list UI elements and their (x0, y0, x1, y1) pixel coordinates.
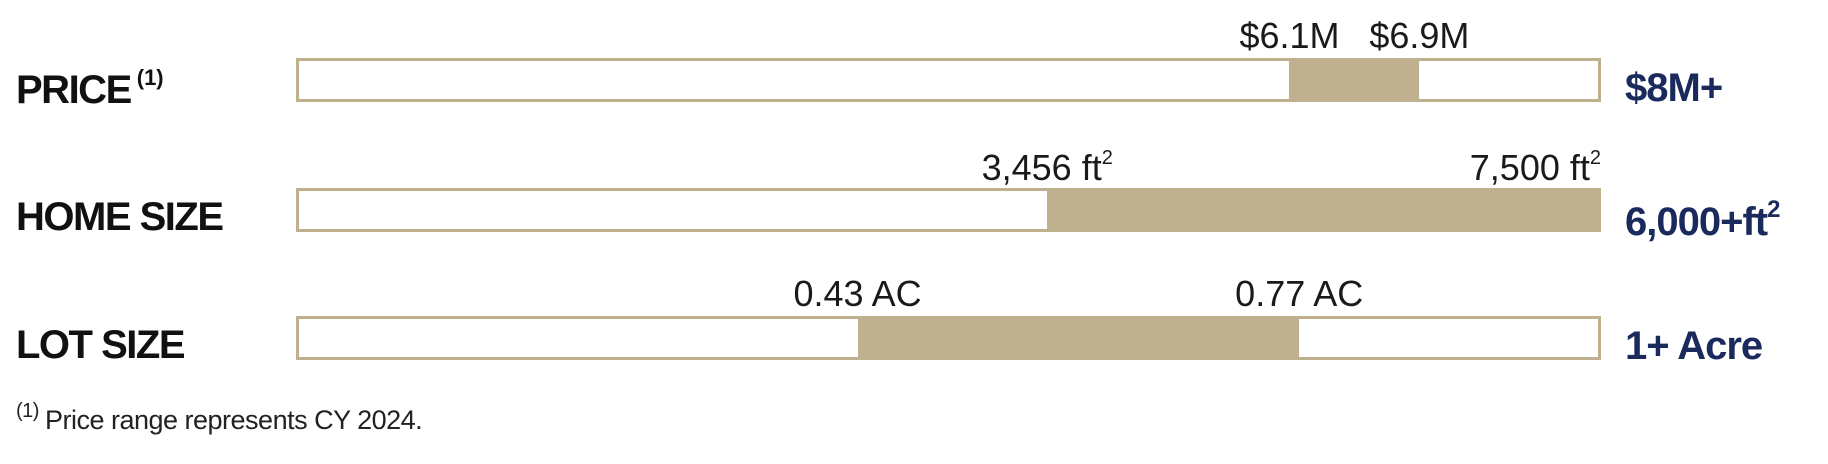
range-row-price: PRICE (1) $6.1M $6.9M $8M+ (0, 12, 1828, 122)
low-value-label-price: $6.1M (1239, 18, 1339, 54)
scale-max-label-home-size-text: 6,000+ft (1625, 200, 1768, 244)
scale-max-label-price: $8M+ (1625, 66, 1723, 110)
high-value-label-lot-size: 0.77 AC (1235, 276, 1363, 312)
scale-max-label-home-size-sup: 2 (1767, 196, 1780, 223)
range-row-home-size: HOME SIZE 3,456 ft2 7,500 ft2 6,000+ft2 (0, 142, 1828, 252)
row-label-lot-size: LOT SIZE (16, 323, 186, 367)
low-value-label-lot-size-text: 0.43 AC (793, 273, 922, 314)
low-value-label-price-text: $6.1M (1239, 15, 1340, 56)
range-fill-home-size (1047, 191, 1598, 229)
range-track-home-size (296, 188, 1601, 232)
range-track-price (296, 58, 1601, 102)
row-label-lot-size-text: LOT SIZE (16, 323, 186, 367)
high-value-label-price-text: $6.9M (1369, 15, 1470, 56)
high-value-label-price: $6.9M (1369, 18, 1469, 54)
footnote-text: Price range represents CY 2024. (44, 405, 423, 435)
row-label-price-sup: (1) (136, 65, 164, 90)
high-value-label-lot-size-text: 0.77 AC (1235, 273, 1364, 314)
scale-max-label-home-size: 6,000+ft2 (1625, 196, 1780, 244)
range-fill-lot-size (857, 319, 1300, 357)
row-label-home-size: HOME SIZE (16, 195, 224, 239)
low-value-label-home-size: 3,456 ft2 (982, 148, 1113, 186)
low-value-label-lot-size: 0.43 AC (794, 276, 922, 312)
scale-max-label-price-text: $8M+ (1625, 66, 1723, 110)
high-value-label-home-size-text: 7,500 ft (1469, 147, 1590, 188)
scale-max-label-lot-size-text: 1+ Acre (1625, 324, 1763, 368)
high-value-label-home-size: 7,500 ft2 (1470, 148, 1601, 186)
footnote: (1) Price range represents CY 2024. (16, 400, 423, 436)
row-label-home-size-text: HOME SIZE (16, 195, 224, 239)
range-row-lot-size: LOT SIZE 0.43 AC 0.77 AC 1+ Acre (0, 270, 1828, 380)
row-label-price: PRICE (1) (16, 65, 164, 112)
high-value-label-home-size-sup: 2 (1589, 147, 1601, 169)
low-value-label-home-size-sup: 2 (1101, 147, 1113, 169)
range-track-lot-size (296, 316, 1601, 360)
low-value-label-home-size-text: 3,456 ft (981, 147, 1102, 188)
row-label-price-text: PRICE (16, 68, 132, 112)
scale-max-label-lot-size: 1+ Acre (1625, 324, 1763, 368)
range-fill-price (1289, 61, 1420, 99)
footnote-marker: (1) (16, 400, 39, 422)
